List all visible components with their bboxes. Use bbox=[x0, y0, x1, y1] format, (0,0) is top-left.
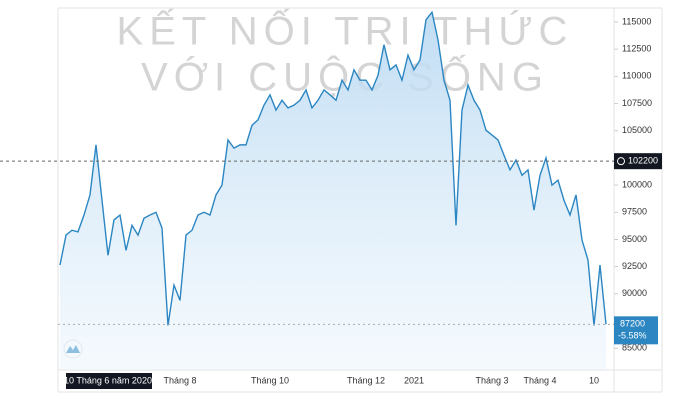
y-tick-label: 85000 bbox=[622, 343, 647, 353]
x-tick-label: 10 bbox=[589, 375, 599, 385]
crosshair-label: 102200 bbox=[628, 156, 658, 166]
y-tick-label: 100000 bbox=[622, 179, 652, 189]
watermark: KẾT NỐI TRI THỨC bbox=[117, 8, 574, 54]
x-tick-label: Tháng 4 bbox=[523, 375, 556, 385]
x-tick-label: Tháng 8 bbox=[163, 375, 196, 385]
y-tick-label: 92500 bbox=[622, 261, 647, 271]
price-line bbox=[59, 10, 607, 326]
y-tick-label: 115000 bbox=[622, 16, 651, 26]
clock-icon bbox=[617, 157, 625, 166]
y-tick-label: 110000 bbox=[622, 71, 651, 81]
crosshair-label-box bbox=[614, 153, 662, 170]
last-price-label: 87200 bbox=[620, 319, 645, 329]
last-price-box bbox=[614, 316, 658, 345]
last-change-label: -5.58% bbox=[618, 331, 647, 341]
x-tick-label: Tháng 3 bbox=[475, 375, 508, 385]
y-tick-label: 95000 bbox=[622, 234, 647, 244]
x-tick-label: Tháng 12 bbox=[347, 375, 385, 385]
x-tick-label: Tháng 10 bbox=[251, 375, 289, 385]
x-tick-label: 10 Tháng 6 năm 2020 bbox=[64, 375, 152, 385]
area-fill bbox=[60, 12, 606, 370]
y-tick-label: 107500 bbox=[622, 98, 652, 108]
y-tick-label: 105000 bbox=[622, 125, 652, 135]
x-tick-label: 2021 bbox=[404, 375, 424, 385]
x-label-highlight bbox=[66, 373, 152, 389]
y-tick-label: 112500 bbox=[622, 44, 651, 54]
y-tick-label: 97500 bbox=[622, 207, 647, 217]
y-tick-label: 90000 bbox=[622, 288, 647, 298]
